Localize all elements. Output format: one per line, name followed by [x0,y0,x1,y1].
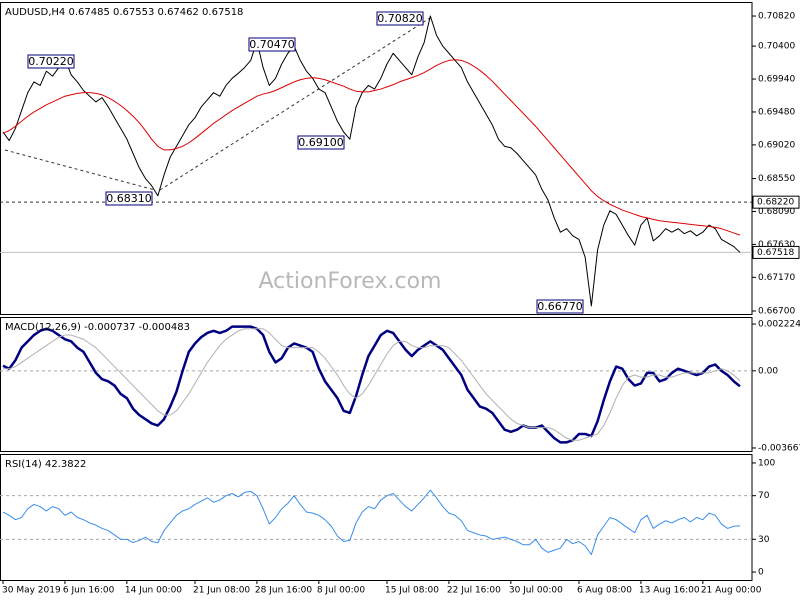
panel-title: MACD(12,26,9) -0.000737 -0.000483 [5,322,190,333]
x-tick-label: 6 Aug 08:00 [577,586,632,596]
x-tick-label: 6 Jun 16:00 [63,586,115,596]
annotation-box [297,135,345,150]
y-tick-label: -0.003667 [758,443,800,453]
series-line [2,489,741,556]
x-tick-label: 13 Aug 16:00 [639,586,700,596]
panel-frame [0,454,753,581]
series-line [2,15,741,307]
y-tick-label: 0.69940 [758,75,795,85]
annotation: 0.68310 [106,192,152,205]
y-tick-label: 0.00 [758,366,778,376]
x-tick-label: 21 Jun 08:00 [193,586,250,596]
annotation-box [27,54,75,69]
trend-line [4,149,156,191]
annotation: 0.69100 [298,136,344,149]
y-tick-label: 30 [758,535,770,545]
panel-frame [0,2,753,315]
x-tick-label: 8 Jul 00:00 [317,586,366,596]
x-tick-label: 21 Aug 00:00 [701,586,762,596]
trend-line [159,17,431,191]
annotation: 0.66770 [537,300,583,313]
current-price-box [752,245,800,259]
panel-title: RSI(14) 42.3822 [5,459,86,470]
y-tick-label: 0.66700 [758,306,795,316]
annotation-box [376,11,424,26]
level-label-box [752,195,800,209]
annotation-box [105,191,153,206]
annotation-box [536,299,584,314]
panel-title: AUDUSD,H4 0.67485 0.67553 0.67462 0.6751… [5,7,243,18]
y-tick-label: 0.70400 [758,42,795,52]
annotation: 0.70220 [28,55,74,68]
y-tick-label: 0.69480 [758,107,795,117]
y-tick-label: 100 [758,458,775,468]
y-tick-label: 0.69020 [758,140,795,150]
y-tick-label: 0.002224 [758,320,800,330]
series-line [2,325,741,444]
x-tick-label: 14 Jun 00:00 [125,586,182,596]
y-tick-label: 0.67170 [758,273,795,283]
x-tick-label: 30 May 2019 [2,586,61,596]
watermark: ActionForex.com [259,269,442,294]
y-tick-label: 0.70820 [758,12,795,22]
y-tick-label: 70 [758,491,770,501]
y-tick-label: 0 [758,568,764,578]
level-label: 0.68220 [757,198,794,208]
panel-frame [0,317,753,452]
x-tick-label: 22 Jul 16:00 [447,586,501,596]
x-tick-label: 30 Jul 00:00 [509,586,563,596]
annotation: 0.70470 [249,38,295,51]
y-tick-label: 0.67630 [758,240,795,250]
series-line [2,59,741,236]
series-line [3,328,741,441]
annotation-box [248,37,296,52]
y-tick-label: 0.68550 [758,174,795,184]
x-tick-label: 28 Jun 16:00 [255,586,312,596]
y-tick-label: 0.68090 [758,207,795,217]
x-tick-label: 15 Jul 08:00 [385,586,439,596]
current-price-label: 0.67518 [757,248,794,258]
annotation: 0.70820 [377,12,423,25]
